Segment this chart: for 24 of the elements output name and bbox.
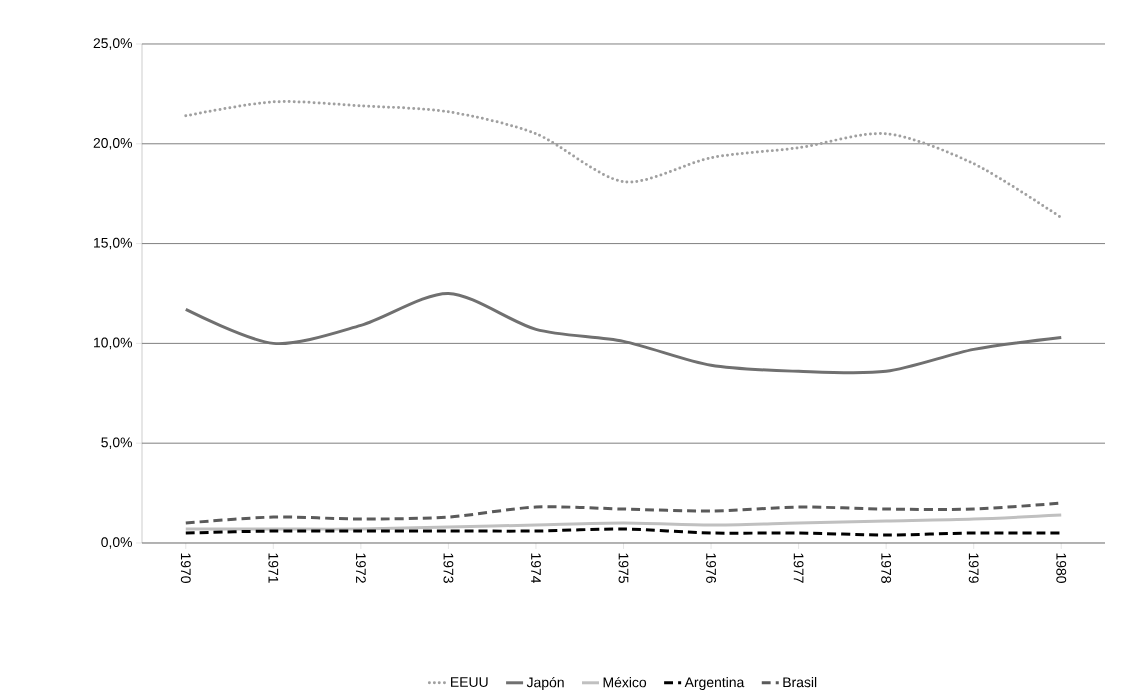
legend-label: Japón [526, 677, 564, 691]
x-tick-label: 1980 [1056, 553, 1067, 584]
x-tick-label: 1975 [618, 553, 629, 584]
x-tick-label: 1974 [531, 553, 541, 584]
y-tick-label: 20,0% [93, 138, 133, 150]
x-tick-label: 1970 [180, 553, 191, 584]
legend-label: Brasil [783, 677, 817, 688]
y-tick-label: 25,0% [93, 38, 133, 50]
x-tick-label: 1972 [355, 553, 366, 583]
x-tick-label: 1979 [968, 553, 979, 584]
x-tick-label: 1971 [268, 553, 279, 583]
x-tick-label: 1978 [881, 553, 892, 584]
y-tick-label: 15,0% [94, 237, 133, 250]
y-tick-label: 10,0% [94, 337, 133, 350]
y-tick-label: 5,0% [101, 437, 133, 450]
x-tick-label: 1973 [443, 553, 454, 584]
legend-label: EEUU [451, 677, 488, 688]
legend-label: México [603, 677, 647, 688]
line-series [184, 513, 1063, 531]
x-tick-label: 1977 [793, 553, 804, 583]
y-tick-label: 0,0% [101, 537, 133, 549]
legend-label: Argentina [684, 677, 745, 691]
x-tick-label: 1976 [706, 553, 717, 584]
line-series [184, 100, 1063, 220]
